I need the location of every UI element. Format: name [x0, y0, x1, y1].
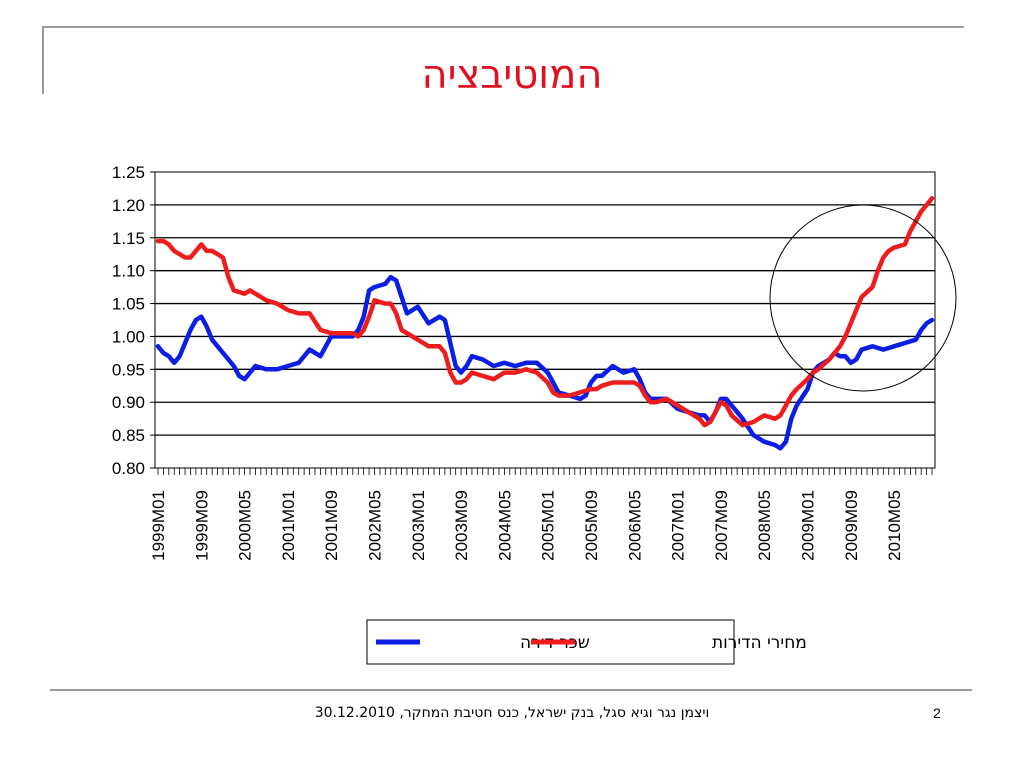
y-tick-label: 0.90	[112, 393, 145, 412]
slide-title: המוטיבציה	[421, 52, 603, 98]
y-tick-label: 0.85	[112, 426, 145, 445]
y-tick-label: 1.15	[112, 229, 145, 248]
x-tick-label: 2000M05	[236, 490, 255, 561]
legend-box	[366, 619, 735, 665]
series-line-prices	[155, 196, 935, 428]
x-tick-label: 2009M01	[799, 490, 818, 561]
slide-frame-top	[42, 26, 964, 28]
x-tick-label: 2005M01	[539, 490, 558, 561]
series-line-rent	[155, 274, 935, 451]
line-chart: 1.25 1.20 1.15 1.10 1.05 1.00 0.95 0.90 0.85 0.80…	[112, 163, 957, 665]
plot-area	[154, 171, 936, 469]
y-tick-label: 1.20	[112, 196, 145, 215]
legend-entry-prices-label: מחירי הדירות	[712, 633, 807, 653]
x-tick-label: 2002M05	[366, 490, 385, 561]
x-tick-label: 2007M09	[712, 490, 731, 561]
y-tick-label: 1.10	[112, 262, 145, 281]
x-tick-label: 2003M09	[452, 490, 471, 561]
y-tick-label: 1.05	[112, 295, 145, 314]
page-number: 2	[933, 705, 941, 721]
slide-frame-left	[42, 26, 44, 94]
y-tick-label: 1.25	[112, 163, 145, 182]
x-tick-label: 1999M01	[149, 490, 168, 561]
footer-divider	[50, 689, 972, 691]
x-tick-label: 2003M01	[409, 490, 428, 561]
x-tick-label: 2007M01	[669, 490, 688, 561]
y-tick-label: 0.80	[112, 459, 145, 478]
x-tick-label: 2006M05	[625, 490, 644, 561]
x-tick-label: 1999M09	[192, 490, 211, 561]
slide-footer: ויצמן נגר וגיא סגל, בנק ישראל, כנס חטיבת…	[314, 705, 710, 721]
y-tick-label: 0.95	[112, 360, 145, 379]
annotation-circle	[769, 204, 957, 392]
x-tick-label: 2001M09	[322, 490, 341, 561]
x-tick-label: 2010M05	[885, 490, 904, 561]
x-tick-label: 2009M09	[842, 490, 861, 561]
x-tick-label: 2008M05	[755, 490, 774, 561]
x-tick-label: 2005M09	[582, 490, 601, 561]
x-tick-label: 2004M05	[495, 490, 514, 561]
x-tick-label: 2001M01	[279, 490, 298, 561]
y-tick-label: 1.00	[112, 327, 145, 346]
